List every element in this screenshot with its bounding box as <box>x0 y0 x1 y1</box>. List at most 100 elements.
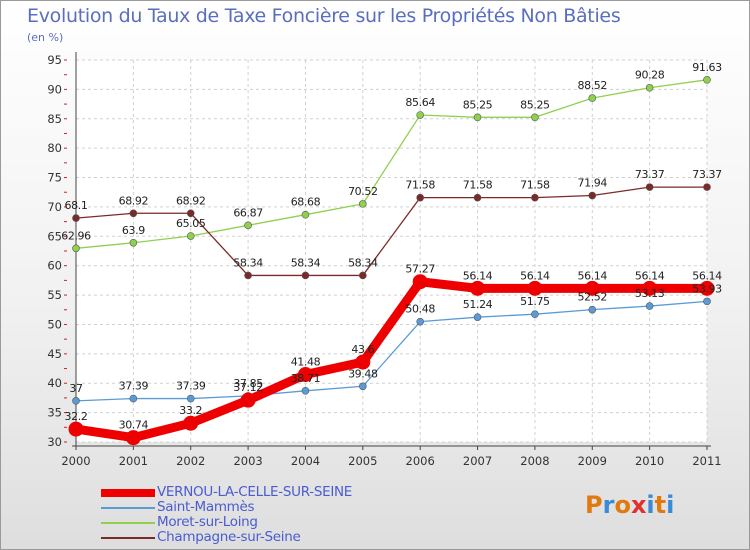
data-label: 88.52 <box>578 79 608 92</box>
data-point <box>359 271 367 280</box>
y-tick-label: 40 <box>47 376 62 390</box>
legend-label: VERNOU-LA-CELLE-SUR-SEINE <box>157 484 353 500</box>
x-tick-label: 2009 <box>578 454 607 468</box>
data-point <box>416 111 424 119</box>
data-label: 38.71 <box>291 372 321 385</box>
data-point <box>244 221 252 230</box>
data-label: 41.48 <box>291 356 321 369</box>
y-tick-label: 45 <box>47 347 62 361</box>
series-line <box>75 79 708 249</box>
data-point <box>588 94 597 102</box>
data-label: 33.2 <box>179 404 202 417</box>
data-point <box>359 200 367 208</box>
data-label: 68.68 <box>291 196 321 209</box>
data-label: 43.6 <box>351 343 374 356</box>
data-label: 71.58 <box>405 179 435 192</box>
data-point <box>531 113 539 122</box>
data-point <box>301 387 310 395</box>
data-label: 51.24 <box>463 298 493 311</box>
data-point <box>72 244 80 253</box>
x-tick-label: 2001 <box>119 454 148 468</box>
legend-item: Champagne-sur-Seine <box>101 529 401 545</box>
data-label: 65.05 <box>176 217 206 230</box>
data-label: 56.14 <box>520 269 550 282</box>
legend-swatch <box>101 537 155 539</box>
y-tick-label: 95 <box>47 53 62 67</box>
x-tick-label: 2008 <box>520 454 549 468</box>
data-point <box>703 183 711 191</box>
legend-label: Champagne-sur-Seine <box>157 529 301 545</box>
data-point <box>645 183 654 191</box>
data-point <box>129 238 138 247</box>
data-label: 71.58 <box>520 179 550 192</box>
data-label: 66.87 <box>233 206 263 219</box>
data-point <box>359 382 367 391</box>
y-tick-label: 30 <box>47 435 62 449</box>
data-label: 85.25 <box>520 98 550 111</box>
legend-swatch <box>101 522 155 524</box>
legend-swatch <box>101 489 155 497</box>
data-point <box>68 421 84 437</box>
data-label: 30.74 <box>119 419 149 432</box>
data-label: 91.63 <box>692 61 722 74</box>
data-label: 50.48 <box>405 303 435 316</box>
x-tick-label: 2011 <box>692 454 721 468</box>
legend-item: VERNOU-LA-CELLE-SUR-SEINE <box>101 484 401 500</box>
data-point <box>301 271 310 280</box>
data-point <box>645 302 654 310</box>
legend-label: Moret-sur-Loing <box>157 514 258 530</box>
data-point <box>473 193 482 202</box>
data-label: 73.37 <box>635 168 665 181</box>
data-point <box>588 305 597 314</box>
data-label: 71.58 <box>463 179 493 192</box>
data-point <box>186 209 195 218</box>
y-tick-label: 50 <box>47 317 62 331</box>
series-line <box>75 300 708 402</box>
data-point <box>527 280 543 296</box>
data-label: 37 <box>69 382 83 395</box>
y-tick-label: 85 <box>47 112 62 126</box>
y-tick-label: 70 <box>47 200 62 214</box>
x-tick-label: 2004 <box>291 454 320 468</box>
data-point <box>301 210 310 219</box>
data-label: 52.52 <box>578 291 608 304</box>
data-label: 37.85 <box>233 377 263 390</box>
data-point <box>473 113 482 122</box>
data-label: 37.39 <box>119 380 149 393</box>
plot-area <box>76 60 707 442</box>
data-point <box>240 392 256 408</box>
data-label: 68.1 <box>65 199 88 212</box>
data-point <box>186 394 195 403</box>
data-label: 68.92 <box>176 194 206 207</box>
chart-subtitle: (en %) <box>27 31 64 44</box>
chart-legend: VERNOU-LA-CELLE-SUR-SEINE Saint-Mammès Mor… <box>101 484 401 545</box>
data-point <box>72 397 80 405</box>
data-label: 56.14 <box>578 269 608 282</box>
data-point <box>297 367 313 383</box>
data-point <box>588 191 597 200</box>
chart-title: Evolution du Taux de Taxe Foncière sur l… <box>27 5 621 27</box>
data-point <box>244 271 252 280</box>
x-tick-label: 2002 <box>176 454 205 468</box>
data-label: 58.34 <box>291 256 321 269</box>
y-tick-label: 55 <box>47 288 62 302</box>
data-label: 32.2 <box>65 410 88 423</box>
data-point <box>72 214 80 222</box>
data-label: 53.93 <box>692 282 722 295</box>
data-point <box>703 297 711 306</box>
data-point <box>416 317 424 326</box>
data-label: 70.52 <box>348 185 378 198</box>
data-point <box>125 430 141 446</box>
data-label: 90.28 <box>635 69 665 82</box>
data-label: 85.25 <box>463 98 493 111</box>
series-3 <box>72 183 711 280</box>
data-label: 62.96 <box>61 229 91 242</box>
data-point <box>355 354 371 370</box>
data-point <box>642 280 658 296</box>
data-label: 73.37 <box>692 168 722 181</box>
data-label: 58.34 <box>233 256 263 269</box>
x-tick-label: 2006 <box>406 454 435 468</box>
data-point <box>473 313 482 321</box>
